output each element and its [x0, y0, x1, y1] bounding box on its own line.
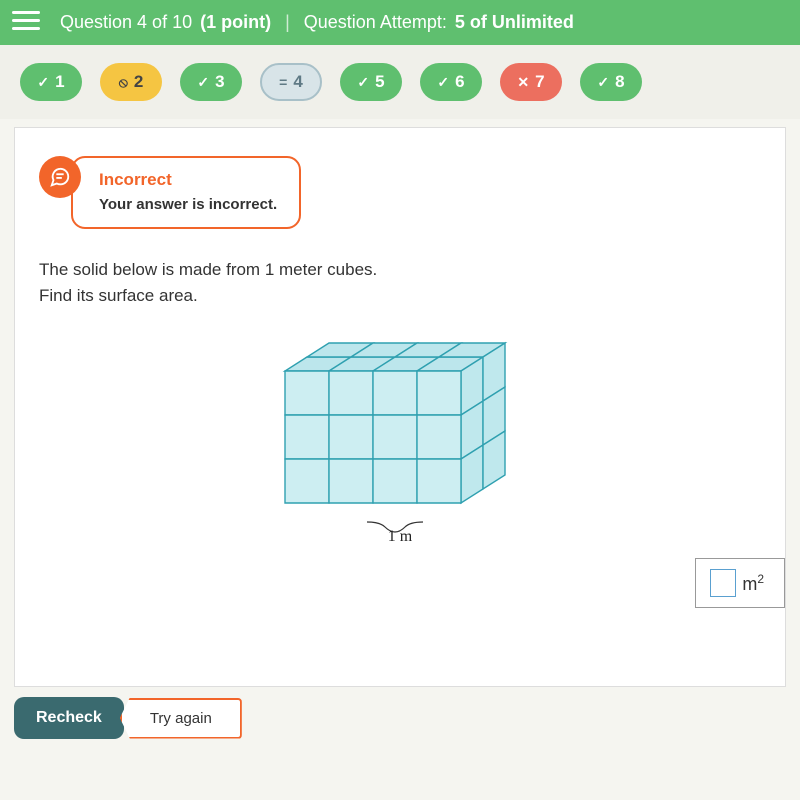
header-bar: Question 4 of 10 (1 point) | Question At… — [0, 0, 800, 45]
separator: | — [285, 12, 290, 33]
question-pill-6[interactable]: ✓6 — [420, 63, 482, 101]
question-pill-1[interactable]: ✓1 — [20, 63, 82, 101]
check-icon: ✓ — [597, 74, 609, 91]
recheck-button[interactable]: Recheck — [14, 697, 124, 739]
bottom-bar: Recheck Try again — [14, 697, 786, 739]
pill-number: 7 — [535, 72, 544, 92]
menu-icon[interactable] — [12, 8, 40, 32]
question-line-1: The solid below is made from 1 meter cub… — [39, 257, 761, 283]
cross-icon: ✕ — [517, 74, 529, 91]
pill-number: 5 — [375, 72, 384, 92]
pill-number: 1 — [55, 72, 64, 92]
pill-number: 6 — [455, 72, 464, 92]
question-counter: Question 4 of 10 — [60, 12, 192, 33]
skip-icon: ⦸ — [119, 74, 128, 91]
try-again-chip[interactable]: Try again — [120, 698, 242, 739]
content-panel: Incorrect Your answer is incorrect. The … — [14, 127, 786, 687]
answer-unit: m2 — [742, 572, 764, 595]
question-pill-3[interactable]: ✓3 — [180, 63, 242, 101]
question-pill-2[interactable]: ⦸2 — [100, 63, 162, 101]
question-pill-7[interactable]: ✕7 — [500, 63, 562, 101]
question-nav: ✓1⦸2✓3=4✓5✓6✕7✓8 — [0, 45, 800, 119]
answer-input[interactable] — [710, 569, 736, 597]
check-icon: ✓ — [357, 74, 369, 91]
answer-box: m2 — [695, 558, 785, 608]
question-pill-8[interactable]: ✓8 — [580, 63, 642, 101]
feedback-message: Your answer is incorrect. — [99, 196, 277, 213]
question-pill-4[interactable]: =4 — [260, 63, 322, 101]
feedback: Incorrect Your answer is incorrect. — [39, 156, 761, 229]
points-label: (1 point) — [200, 12, 271, 33]
feedback-box: Incorrect Your answer is incorrect. — [71, 156, 301, 229]
question-line-2: Find its surface area. — [39, 283, 761, 309]
figure: 1 m — [39, 328, 761, 546]
check-icon: ✓ — [437, 74, 449, 91]
pill-number: 4 — [293, 72, 302, 92]
speech-icon — [39, 156, 81, 198]
unit-label: 1 m — [280, 528, 520, 546]
pill-number: 2 — [134, 72, 143, 92]
cuboid-diagram — [280, 338, 520, 518]
pill-number: 3 — [215, 72, 224, 92]
attempt-value: 5 of Unlimited — [455, 12, 574, 33]
feedback-title: Incorrect — [99, 170, 277, 190]
check-icon: ✓ — [37, 74, 49, 91]
question-text: The solid below is made from 1 meter cub… — [39, 257, 761, 308]
current-icon: = — [279, 74, 287, 90]
attempt-label: Question Attempt: — [304, 12, 447, 33]
question-pill-5[interactable]: ✓5 — [340, 63, 402, 101]
check-icon: ✓ — [197, 74, 209, 91]
pill-number: 8 — [615, 72, 624, 92]
